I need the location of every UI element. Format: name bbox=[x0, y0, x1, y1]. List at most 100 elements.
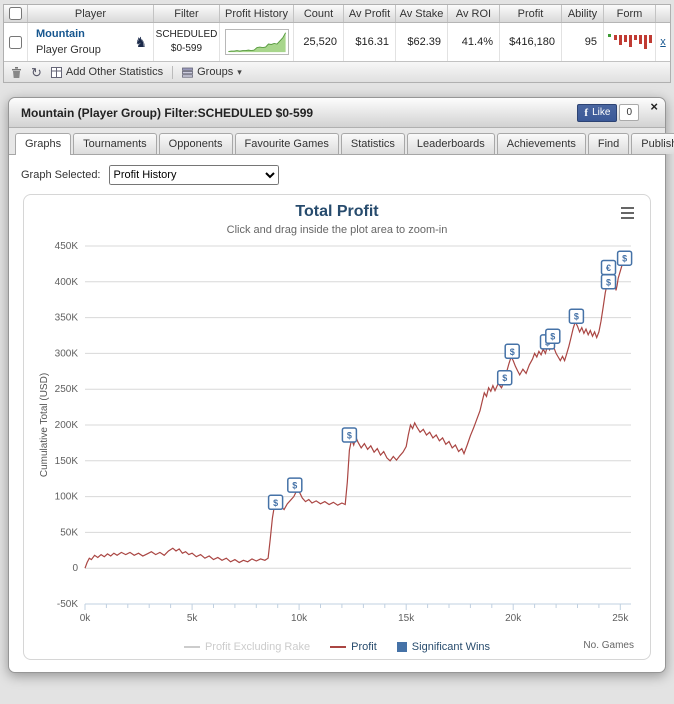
player-name[interactable]: Mountain bbox=[36, 27, 85, 40]
table-row[interactable]: Mountain Player Group ♞ SCHEDULED $0-599… bbox=[4, 23, 670, 61]
svg-text:$: $ bbox=[606, 277, 611, 287]
form-cell bbox=[604, 23, 656, 61]
row-checkbox[interactable] bbox=[9, 35, 22, 49]
count-cell: 25,520 bbox=[294, 23, 344, 61]
col-header-av-roi[interactable]: Av ROI bbox=[448, 5, 500, 22]
stats-table: Player Filter Profit History Count Av Pr… bbox=[3, 4, 671, 83]
svg-text:$: $ bbox=[273, 498, 278, 508]
svg-text:Cumulative Total (USD): Cumulative Total (USD) bbox=[39, 373, 50, 477]
facebook-like-label: Like bbox=[592, 107, 611, 118]
profit-chart-container[interactable]: Total Profit Click and drag inside the p… bbox=[23, 194, 651, 660]
refresh-button[interactable]: ↻ bbox=[31, 66, 42, 79]
svg-text:$: $ bbox=[622, 254, 627, 264]
svg-text:$: $ bbox=[510, 347, 515, 357]
legend-item-profit[interactable]: Profit bbox=[330, 641, 377, 653]
groups-icon bbox=[182, 67, 194, 78]
col-header-filter[interactable]: Filter bbox=[154, 5, 220, 22]
svg-text:0: 0 bbox=[72, 563, 78, 574]
remove-row-link[interactable]: x bbox=[660, 36, 666, 48]
filter-cell: SCHEDULED $0-599 bbox=[154, 23, 220, 61]
facebook-icon: f bbox=[584, 106, 589, 119]
svg-text:10k: 10k bbox=[291, 613, 308, 624]
groups-button[interactable]: Groups ▾ bbox=[182, 66, 242, 78]
col-header-profit[interactable]: Profit bbox=[500, 5, 562, 22]
col-header-av-stake[interactable]: Av Stake bbox=[396, 5, 448, 22]
refresh-icon: ↻ bbox=[31, 64, 42, 80]
groups-label: Groups bbox=[197, 66, 234, 78]
tab-graphs[interactable]: Graphs bbox=[15, 133, 72, 155]
player-group-icon: ♞ bbox=[134, 33, 147, 50]
select-all-checkbox[interactable] bbox=[9, 7, 22, 20]
profit-cell: $416,180 bbox=[500, 23, 562, 61]
panel-body: Graph Selected: Profit History Total Pro… bbox=[9, 155, 665, 672]
col-header-form[interactable]: Form bbox=[604, 5, 656, 22]
col-header-count[interactable]: Count bbox=[294, 5, 344, 22]
legend-item-significant-wins[interactable]: Significant Wins bbox=[396, 641, 490, 653]
tab-publish[interactable]: Publish bbox=[631, 133, 674, 154]
av-roi-cell: 41.4% bbox=[448, 23, 500, 61]
svg-text:15k: 15k bbox=[398, 613, 415, 624]
tab-opponents[interactable]: Opponents bbox=[158, 133, 233, 154]
col-header-profit-history[interactable]: Profit History bbox=[220, 5, 294, 22]
facebook-like-widget: f Like 0 bbox=[577, 103, 639, 122]
panel-header: Mountain (Player Group) Filter:SCHEDULED… bbox=[9, 98, 665, 128]
col-header-ability[interactable]: Ability bbox=[562, 5, 604, 22]
svg-text:$: $ bbox=[347, 431, 352, 441]
tab-tournaments[interactable]: Tournaments bbox=[73, 133, 157, 154]
legend-item-profit-excluding-rake[interactable]: Profit Excluding Rake bbox=[183, 641, 310, 653]
col-header-player[interactable]: Player bbox=[28, 5, 154, 22]
delete-button[interactable] bbox=[11, 66, 22, 79]
svg-text:$: $ bbox=[550, 332, 555, 342]
table-toolbar: ↻ Add Other Statistics Groups ▾ bbox=[4, 61, 670, 82]
form-bars-chart bbox=[607, 34, 652, 49]
svg-text:150K: 150K bbox=[55, 456, 79, 467]
close-panel-button[interactable]: × bbox=[650, 99, 658, 114]
svg-text:25k: 25k bbox=[612, 613, 629, 624]
tab-favourite-games[interactable]: Favourite Games bbox=[234, 133, 339, 154]
chart-legend: Profit Excluding Rake Profit Significant W… bbox=[28, 641, 646, 653]
facebook-like-button[interactable]: f Like bbox=[577, 103, 618, 122]
svg-text:$: $ bbox=[574, 312, 579, 322]
facebook-like-count: 0 bbox=[619, 104, 639, 121]
graph-selected-label: Graph Selected: bbox=[21, 169, 101, 181]
profit-history-sparkline bbox=[224, 29, 289, 55]
svg-text:€: € bbox=[606, 263, 611, 273]
add-statistics-icon bbox=[50, 66, 62, 78]
ability-cell: 95 bbox=[562, 23, 604, 61]
select-all-cell bbox=[4, 5, 28, 22]
remove-cell: x bbox=[656, 23, 670, 61]
add-other-statistics-button[interactable]: Add Other Statistics bbox=[50, 66, 164, 78]
profit-history-cell[interactable] bbox=[220, 23, 294, 61]
x-axis-note: No. Games bbox=[583, 640, 634, 651]
svg-text:50K: 50K bbox=[60, 527, 78, 538]
graph-selector-row: Graph Selected: Profit History bbox=[21, 165, 655, 185]
svg-text:250K: 250K bbox=[55, 384, 79, 395]
chart-subtitle: Click and drag inside the plot area to z… bbox=[226, 224, 448, 236]
col-header-av-profit[interactable]: Av Profit bbox=[344, 5, 396, 22]
av-profit-cell: $16.31 bbox=[344, 23, 396, 61]
groups-dropdown-arrow-icon: ▾ bbox=[237, 66, 242, 77]
svg-text:5k: 5k bbox=[187, 613, 199, 624]
svg-text:350K: 350K bbox=[55, 313, 79, 324]
filter-line1: SCHEDULED bbox=[155, 29, 218, 40]
trash-icon bbox=[12, 66, 21, 78]
svg-text:400K: 400K bbox=[55, 277, 79, 288]
tab-statistics[interactable]: Statistics bbox=[340, 133, 405, 154]
svg-text:300K: 300K bbox=[55, 348, 79, 359]
svg-text:0k: 0k bbox=[80, 613, 92, 624]
tab-find[interactable]: Find bbox=[587, 133, 630, 154]
row-checkbox-cell bbox=[4, 23, 28, 61]
svg-text:$: $ bbox=[292, 481, 297, 491]
filter-line2: $0-599 bbox=[170, 43, 203, 54]
stats-table-header: Player Filter Profit History Count Av Pr… bbox=[4, 5, 670, 23]
add-other-statistics-label: Add Other Statistics bbox=[65, 66, 164, 78]
player-subtitle: Player Group bbox=[36, 44, 101, 56]
svg-text:-50K: -50K bbox=[57, 599, 78, 610]
graph-select[interactable]: Profit History bbox=[108, 165, 279, 185]
svg-text:100K: 100K bbox=[55, 492, 79, 503]
tab-leaderboards[interactable]: Leaderboards bbox=[406, 133, 495, 154]
chart-export-menu-icon[interactable] bbox=[619, 205, 636, 224]
tab-achievements[interactable]: Achievements bbox=[496, 133, 586, 154]
player-cell[interactable]: Mountain Player Group ♞ bbox=[28, 23, 154, 61]
col-header-remove bbox=[656, 5, 670, 22]
